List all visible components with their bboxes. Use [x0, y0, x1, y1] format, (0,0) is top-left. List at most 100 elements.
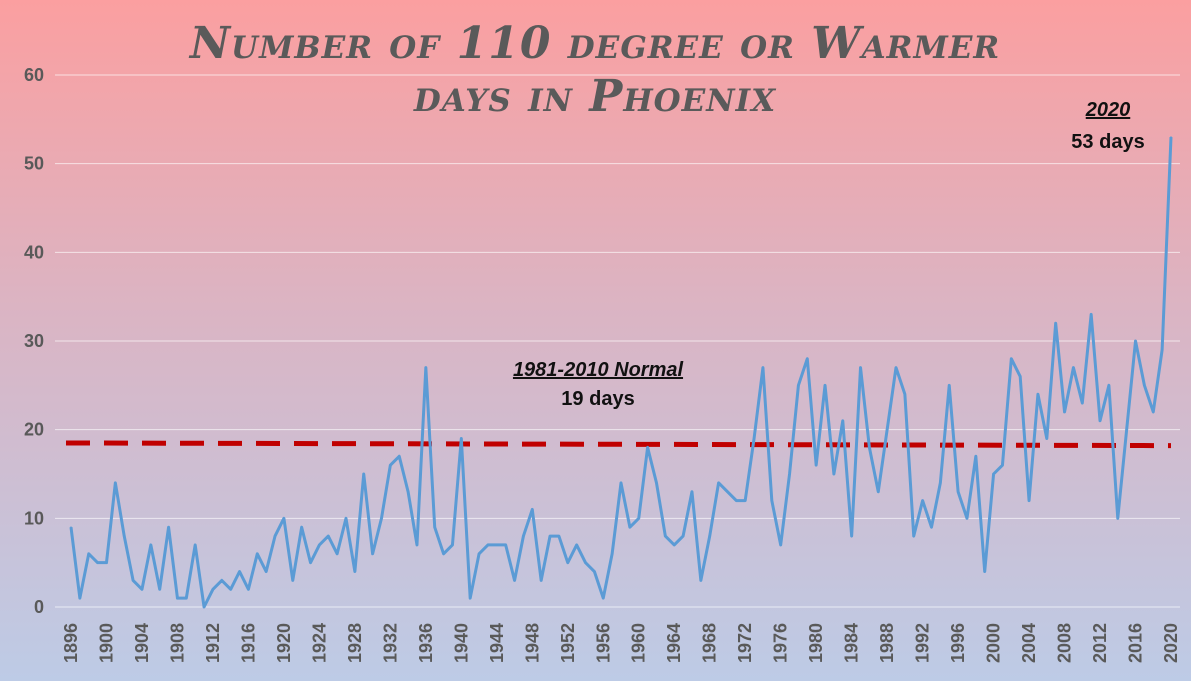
data-point [309, 561, 312, 564]
data-point [779, 544, 782, 546]
x-tick-label: 2008 [1055, 623, 1075, 663]
data-point [1143, 384, 1146, 387]
x-tick-label: 1956 [593, 623, 613, 663]
data-point [939, 482, 942, 484]
data-point [957, 490, 959, 493]
data-point [735, 499, 738, 502]
data-point [1161, 349, 1163, 351]
data-point [300, 526, 303, 528]
data-point [983, 570, 986, 573]
x-tick-label: 2000 [984, 623, 1004, 663]
data-point [318, 544, 321, 546]
data-point [1090, 313, 1092, 316]
data-point [229, 588, 232, 591]
data-point [451, 544, 454, 546]
data-point [549, 535, 551, 537]
x-tick-label: 1996 [948, 623, 968, 663]
data-point [611, 553, 613, 555]
x-tick-label: 2012 [1090, 623, 1110, 663]
y-tick-label: 40 [24, 242, 44, 262]
data-point [221, 579, 223, 582]
x-tick-label: 1908 [167, 623, 187, 663]
data-point [921, 499, 924, 502]
series-layer [65, 136, 1173, 609]
data-point [558, 535, 560, 537]
y-tick-label: 10 [24, 508, 44, 528]
data-point [762, 366, 764, 369]
data-point [948, 384, 951, 387]
data-point [265, 570, 267, 573]
data-point [522, 535, 525, 537]
title-line-1: Number of 110 degree or Warmer [188, 18, 1000, 69]
data-point [1063, 411, 1066, 413]
x-tick-label: 1992 [913, 623, 933, 663]
data-point [904, 393, 906, 396]
data-point [593, 570, 596, 573]
x-tick-label: 1900 [96, 623, 116, 663]
data-point [708, 535, 711, 537]
y-tick-label: 60 [24, 65, 44, 85]
data-point [788, 473, 791, 475]
y-axis-ticks: 0 10 20 30 40 50 60 [24, 65, 44, 617]
data-point [1081, 402, 1084, 404]
annotation-2020: 2020 53 days [1071, 99, 1144, 153]
x-tick-label: 2004 [1019, 623, 1039, 663]
x-tick-label: 1968 [700, 623, 720, 663]
data-point [105, 561, 108, 564]
data-point [114, 482, 117, 484]
data-point [1152, 411, 1155, 413]
data-point [992, 473, 995, 475]
x-tick-label: 1952 [558, 623, 578, 663]
data-point [203, 606, 205, 608]
data-point [824, 384, 826, 387]
data-point [815, 464, 817, 466]
title-line-2: days in Phoenix [413, 71, 777, 122]
data-point [726, 490, 729, 493]
data-point [895, 366, 897, 369]
data-point [79, 597, 81, 599]
data-point [1170, 136, 1172, 138]
data-point [1054, 322, 1057, 325]
data-point [274, 535, 276, 537]
data-point [141, 588, 143, 591]
x-tick-label: 1988 [877, 623, 897, 663]
data-point [753, 437, 755, 440]
data-point [1028, 499, 1030, 502]
data-point [717, 482, 720, 484]
chart-title: Number of 110 degree or Warmer days in P… [188, 18, 1000, 122]
data-point [158, 588, 161, 591]
data-point [1046, 437, 1048, 440]
data-point [850, 535, 853, 537]
normal-line [65, 440, 1172, 449]
data-point [682, 535, 684, 537]
data-point [841, 420, 844, 422]
annotation-normal: 1981-2010 Normal 19 days [513, 359, 684, 410]
data-point [1037, 393, 1039, 396]
data-point [380, 517, 383, 520]
x-tick-label: 1960 [629, 623, 649, 663]
data-point [496, 544, 498, 546]
data-point [416, 544, 418, 546]
x-tick-label: 1964 [664, 623, 684, 663]
x-tick-label: 1916 [238, 623, 258, 663]
data-point [664, 535, 667, 537]
data-point [176, 597, 179, 599]
data-point [354, 570, 356, 573]
y-tick-label: 0 [34, 597, 44, 617]
data-point [1072, 366, 1075, 369]
data-point [1108, 384, 1110, 387]
data-point [96, 561, 99, 564]
data-point [566, 561, 569, 564]
data-point [442, 553, 445, 555]
data-point [185, 597, 188, 599]
data-point [912, 535, 915, 537]
data-point [1019, 375, 1021, 378]
data-point [433, 526, 436, 528]
data-point [371, 553, 374, 555]
data-point [673, 544, 676, 546]
x-tick-label: 1984 [842, 623, 862, 663]
x-tick-label: 1924 [309, 623, 329, 663]
data-point [540, 579, 542, 582]
data-point [407, 490, 409, 493]
data-point [575, 544, 578, 546]
